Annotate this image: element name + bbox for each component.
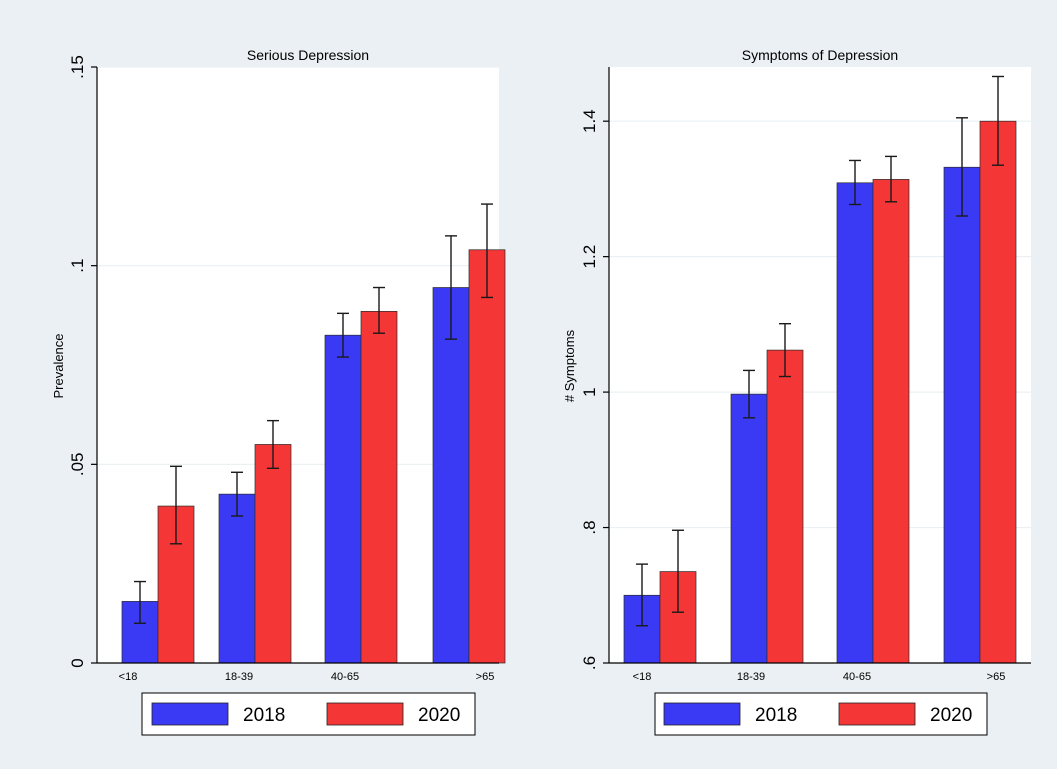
bar-2018-1 — [218, 493, 256, 664]
legend-swatch-2020 — [326, 702, 404, 726]
legend-label-2020: 2020 — [930, 705, 972, 726]
y-tick-label: 1 — [580, 387, 599, 396]
y-axis-label: Prevalence — [51, 333, 66, 398]
bar-2018-1 — [730, 393, 768, 664]
x-tick-label: 18-39 — [225, 671, 253, 683]
bar-2018-3 — [432, 287, 470, 664]
bar-2020-3 — [979, 120, 1017, 664]
x-tick-label: 40-65 — [843, 671, 871, 683]
y-tick-label: 0 — [68, 658, 87, 667]
bar-2018-2 — [836, 182, 874, 664]
y-tick-label: .15 — [68, 55, 87, 79]
bar-2018-3 — [943, 166, 981, 664]
x-tick-label: <18 — [633, 671, 652, 683]
bar-group — [623, 120, 1017, 664]
x-tick-label: >65 — [987, 671, 1006, 683]
legend: 2018 2020 — [141, 692, 476, 736]
y-ticks: 0 .05 .1 .15 — [68, 55, 97, 668]
legend-swatch-2020 — [838, 702, 916, 726]
grid-lines — [97, 66, 499, 465]
x-tick-label: >65 — [476, 671, 495, 683]
x-ticks: <18 18-39 40-65 >65 — [119, 671, 495, 683]
bar-2020-2 — [360, 311, 398, 664]
legend: 2018 2020 — [654, 692, 988, 736]
bar-2020-1 — [254, 444, 292, 664]
x-ticks: <18 18-39 40-65 >65 — [633, 671, 1006, 683]
error-bar-group — [636, 75, 1004, 627]
chart-serious-depression: 0 .05 .1 .15 <18 18-39 40-65 >65 Serious Depre… — [51, 47, 506, 736]
bar-2018-2 — [324, 334, 362, 664]
chart-title: Symptoms of Depression — [742, 47, 898, 63]
y-tick-label: .8 — [580, 520, 599, 534]
legend-label-2020: 2020 — [418, 705, 460, 726]
chart-title: Serious Depression — [247, 47, 369, 63]
x-tick-label: 18-39 — [737, 671, 765, 683]
y-ticks: .6 .8 1 1.2 1.4 — [580, 109, 609, 670]
y-tick-label: 1.4 — [580, 109, 599, 133]
y-tick-label: .05 — [68, 453, 87, 477]
y-tick-label: 1.2 — [580, 245, 599, 269]
y-tick-label: .1 — [68, 259, 87, 273]
error-bar-group — [134, 203, 493, 624]
x-tick-label: <18 — [119, 671, 138, 683]
bar-2020-2 — [872, 179, 910, 664]
legend-swatch-2018 — [151, 702, 229, 726]
bar-2020-3 — [468, 249, 506, 664]
y-tick-label: .6 — [580, 656, 599, 670]
legend-swatch-2018 — [663, 702, 741, 726]
chart-symptoms-of-depression: .6 .8 1 1.2 1.4 <18 18-39 40-65 >65 Symptoms of… — [562, 47, 1031, 736]
legend-label-2018: 2018 — [243, 705, 285, 726]
y-axis-label: # Symptoms — [562, 329, 577, 402]
legend-label-2018: 2018 — [755, 705, 797, 726]
bar-2020-1 — [766, 349, 804, 664]
x-tick-label: 40-65 — [331, 671, 359, 683]
